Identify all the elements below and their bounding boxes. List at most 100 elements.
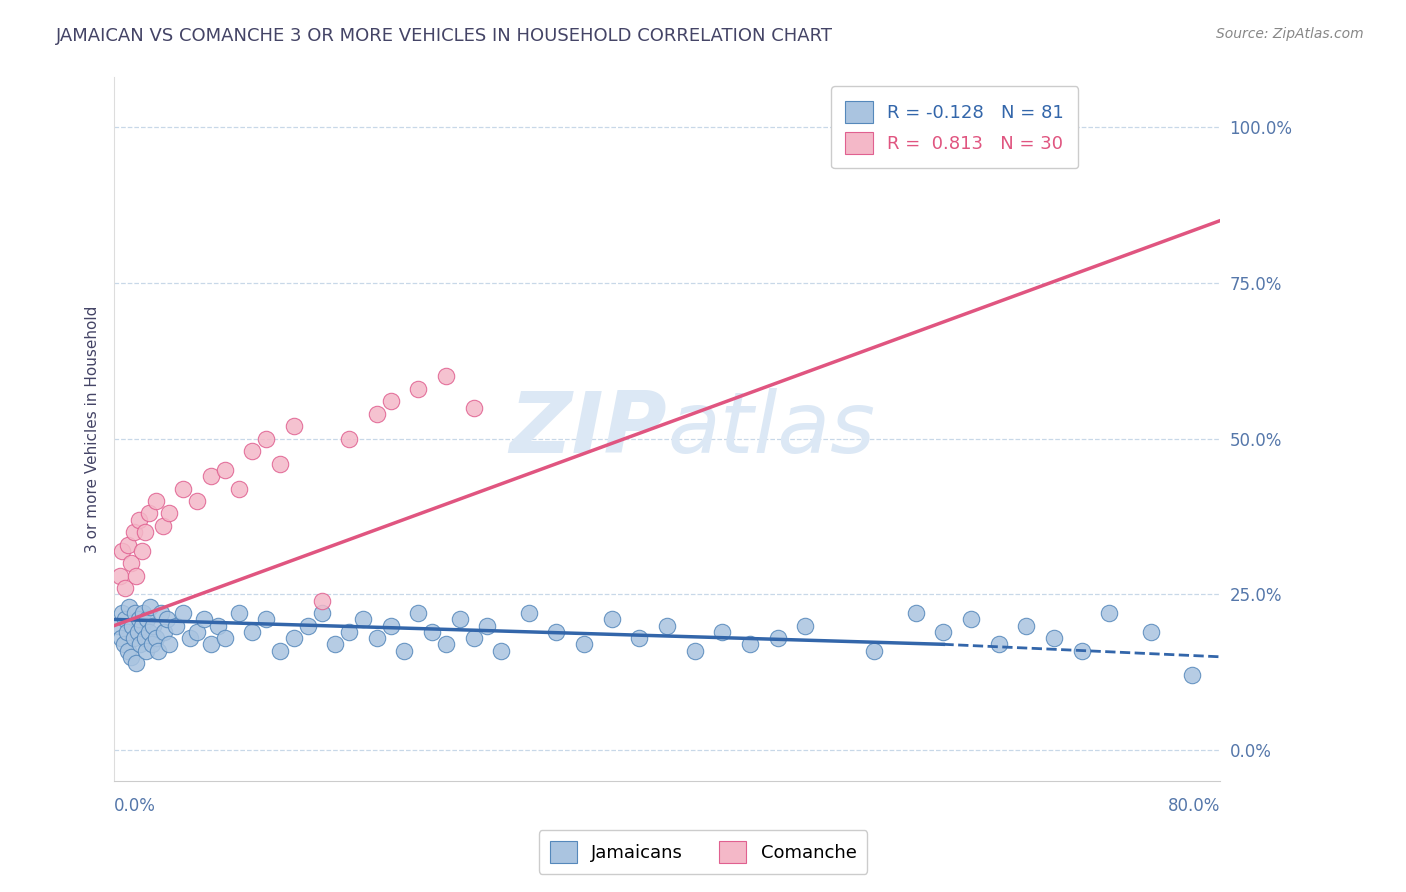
Point <box>463 631 485 645</box>
Text: atlas: atlas <box>666 388 875 471</box>
Point <box>1098 606 1121 620</box>
Point <box>156 612 179 626</box>
Point <box>738 637 761 651</box>
Point <box>352 612 374 626</box>
Point <box>186 494 208 508</box>
Point <box>152 519 174 533</box>
Point <box>311 606 333 620</box>
Point <box>193 612 215 626</box>
Point <box>406 606 429 620</box>
Point <box>159 507 181 521</box>
Point <box>179 631 201 645</box>
Point <box>297 618 319 632</box>
Point <box>960 612 983 626</box>
Point <box>134 631 156 645</box>
Point <box>117 538 139 552</box>
Point <box>172 606 194 620</box>
Point <box>120 649 142 664</box>
Point <box>145 494 167 508</box>
Point <box>214 463 236 477</box>
Point <box>904 606 927 620</box>
Point <box>131 544 153 558</box>
Point <box>463 401 485 415</box>
Point <box>1139 624 1161 639</box>
Point <box>420 624 443 639</box>
Point <box>987 637 1010 651</box>
Point <box>655 618 678 632</box>
Point <box>200 469 222 483</box>
Point <box>122 631 145 645</box>
Point <box>311 593 333 607</box>
Point <box>127 624 149 639</box>
Point <box>141 637 163 651</box>
Point <box>145 631 167 645</box>
Point <box>111 606 134 620</box>
Point <box>572 637 595 651</box>
Point <box>138 624 160 639</box>
Point <box>254 432 277 446</box>
Point <box>283 631 305 645</box>
Point <box>114 581 136 595</box>
Point <box>489 643 512 657</box>
Point <box>711 624 734 639</box>
Point <box>129 637 152 651</box>
Point <box>117 643 139 657</box>
Point <box>932 624 955 639</box>
Point <box>269 643 291 657</box>
Point <box>766 631 789 645</box>
Point <box>794 618 817 632</box>
Point <box>120 557 142 571</box>
Point <box>118 599 141 614</box>
Point <box>1070 643 1092 657</box>
Point <box>207 618 229 632</box>
Point <box>283 419 305 434</box>
Point <box>125 656 148 670</box>
Point <box>107 618 129 632</box>
Point <box>1015 618 1038 632</box>
Point <box>337 432 360 446</box>
Point <box>142 618 165 632</box>
Legend: Jamaicans, Comanche: Jamaicans, Comanche <box>538 830 868 874</box>
Point <box>449 612 471 626</box>
Point <box>254 612 277 626</box>
Point <box>380 618 402 632</box>
Point <box>134 525 156 540</box>
Legend: R = -0.128   N = 81, R =  0.813   N = 30: R = -0.128 N = 81, R = 0.813 N = 30 <box>831 87 1078 169</box>
Point <box>628 631 651 645</box>
Text: JAMAICAN VS COMANCHE 3 OR MORE VEHICLES IN HOUSEHOLD CORRELATION CHART: JAMAICAN VS COMANCHE 3 OR MORE VEHICLES … <box>56 27 834 45</box>
Point <box>434 637 457 651</box>
Point <box>108 569 131 583</box>
Point <box>165 618 187 632</box>
Point <box>150 606 173 620</box>
Point <box>122 525 145 540</box>
Text: Source: ZipAtlas.com: Source: ZipAtlas.com <box>1216 27 1364 41</box>
Point <box>135 643 157 657</box>
Point <box>138 507 160 521</box>
Point <box>139 599 162 614</box>
Point <box>683 643 706 657</box>
Point <box>517 606 540 620</box>
Point <box>228 606 250 620</box>
Point <box>125 569 148 583</box>
Point <box>434 369 457 384</box>
Point <box>269 457 291 471</box>
Point <box>112 637 135 651</box>
Point <box>148 643 170 657</box>
Point <box>366 631 388 645</box>
Point <box>242 444 264 458</box>
Point <box>128 612 150 626</box>
Point <box>121 618 143 632</box>
Point <box>131 618 153 632</box>
Point <box>132 606 155 620</box>
Point <box>136 612 159 626</box>
Point <box>114 612 136 626</box>
Point <box>366 407 388 421</box>
Point <box>323 637 346 651</box>
Point <box>394 643 416 657</box>
Point <box>214 631 236 645</box>
Point <box>159 637 181 651</box>
Point <box>110 631 132 645</box>
Point <box>406 382 429 396</box>
Point <box>1043 631 1066 645</box>
Point <box>172 482 194 496</box>
